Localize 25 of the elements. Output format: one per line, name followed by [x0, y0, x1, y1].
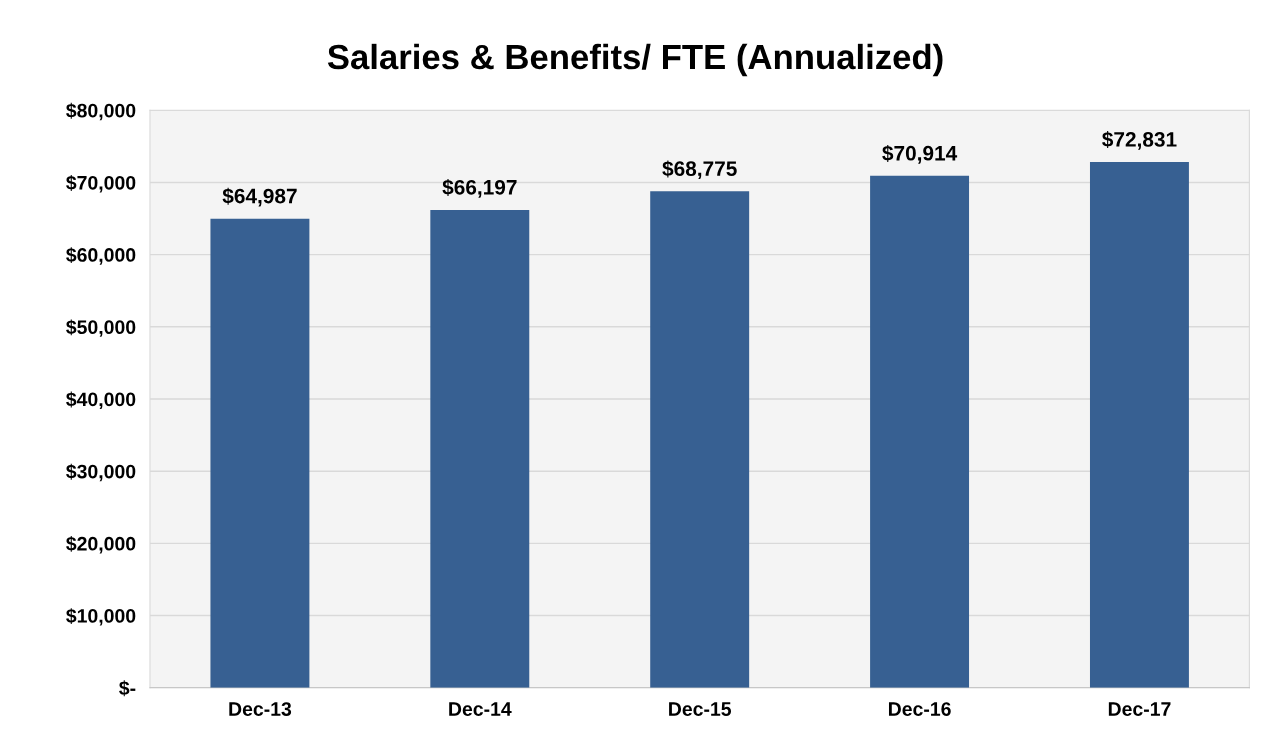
- data-label: $66,197: [442, 178, 517, 198]
- bar: [650, 191, 750, 688]
- x-tick-label: Dec-13: [229, 702, 292, 716]
- x-tick-label: Dec-14: [449, 702, 512, 716]
- x-tick-label: Dec-16: [888, 702, 951, 716]
- data-label: $70,914: [882, 144, 958, 164]
- y-tick-label: $60,000: [66, 247, 136, 265]
- data-label: $64,987: [222, 187, 297, 207]
- x-tick-label: Dec-17: [1108, 702, 1171, 716]
- y-tick-label: $50,000: [66, 319, 136, 337]
- y-tick-label: $10,000: [66, 608, 136, 626]
- chart-title: Salaries & Benefits/ FTE (Annualized): [327, 43, 943, 77]
- y-tick-label: $30,000: [66, 463, 136, 482]
- data-label: $72,831: [1102, 131, 1177, 150]
- data-label: $68,775: [662, 160, 737, 180]
- bar: [210, 218, 310, 688]
- bar: [430, 209, 530, 688]
- y-tick-label: $70,000: [66, 175, 136, 193]
- bar: [870, 175, 970, 688]
- y-tick-label: $20,000: [66, 535, 136, 554]
- bar: [1089, 162, 1189, 688]
- y-tick-label: $80,000: [66, 102, 136, 121]
- y-tick-label: $-: [119, 680, 136, 697]
- y-tick-label: $40,000: [66, 391, 136, 410]
- x-tick-label: Dec-15: [669, 702, 732, 716]
